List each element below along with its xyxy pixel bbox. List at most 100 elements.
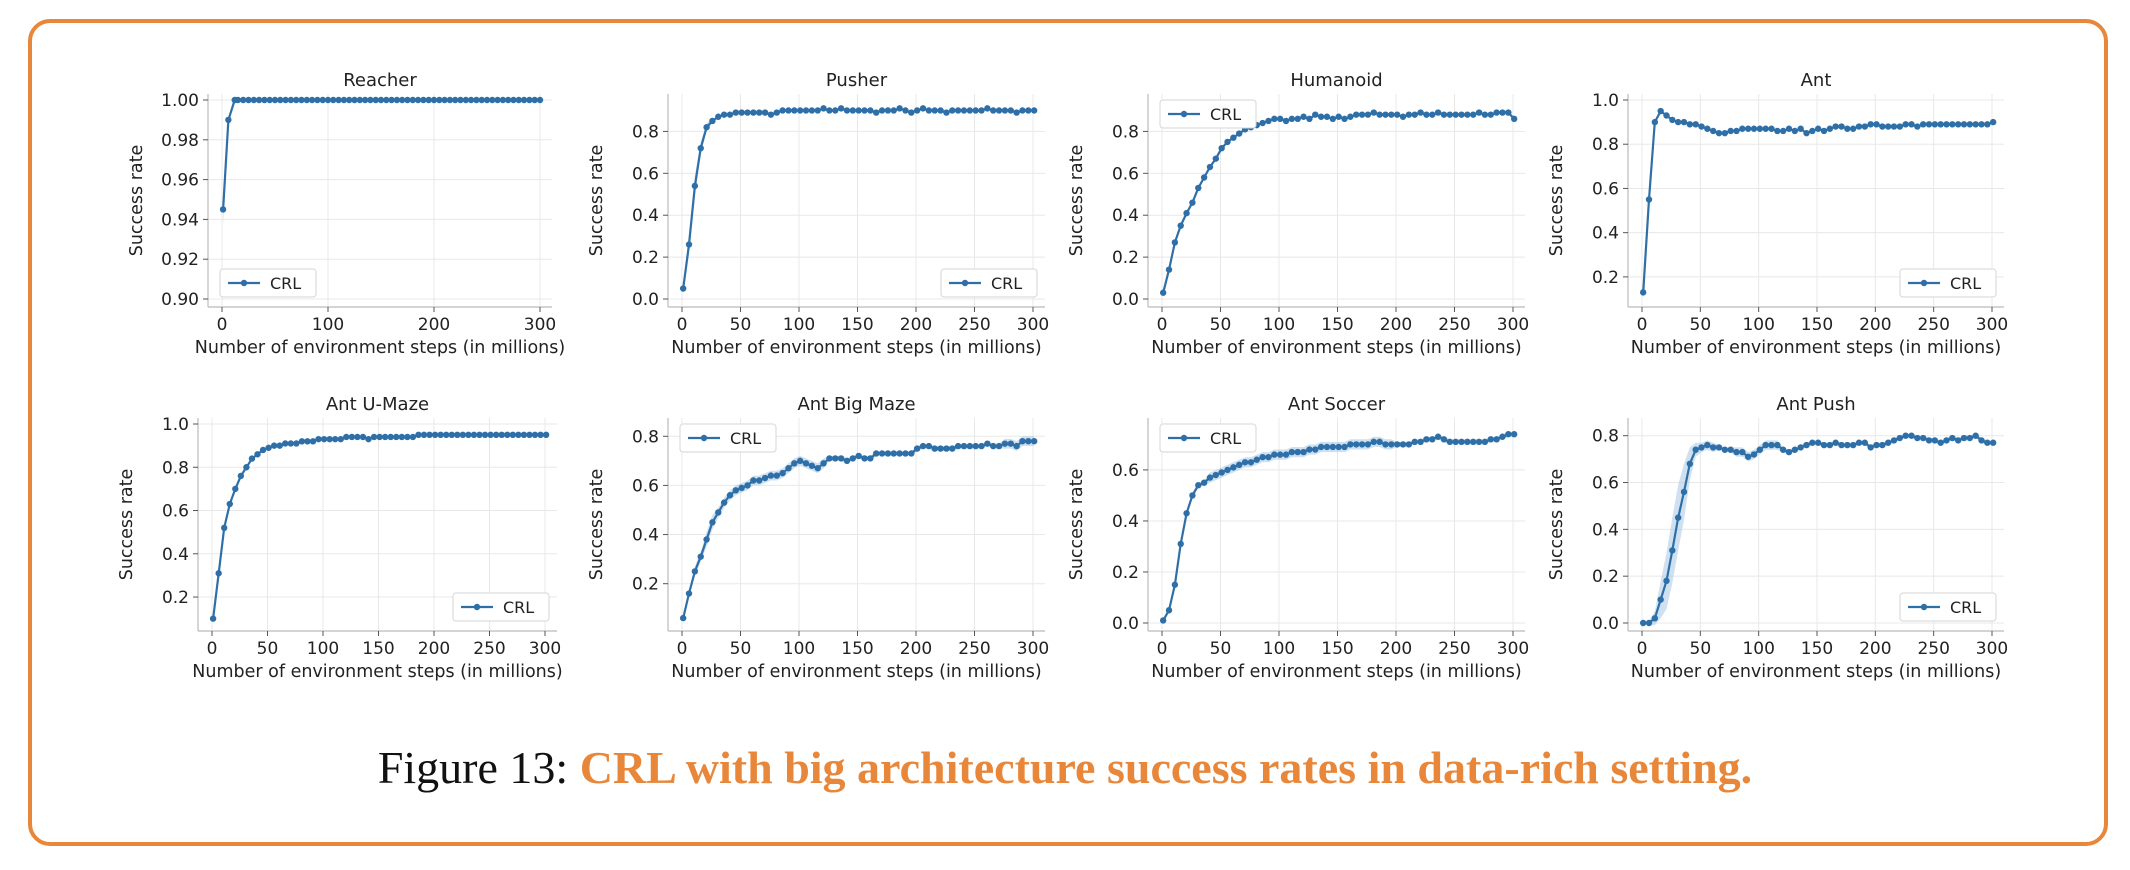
data-point [966,107,974,114]
data-point [520,96,528,104]
data-point [843,107,851,114]
data-point [1639,289,1647,296]
x-tick-label: 300 [524,315,556,335]
y-tick-label: 0.2 [162,588,189,608]
data-point [1464,111,1471,118]
data-point [878,450,886,457]
data-point [1890,437,1898,444]
chart-panel-3: 0 50 100 150 200 250 300 0.0 0.2 0.4 0.6 0.8 Humanoi… [1067,70,1529,358]
y-tick-label: 0.2 [1592,567,1619,587]
data-point [1785,125,1793,132]
legend-label: CRL [991,274,1022,293]
data-point [1294,115,1301,123]
data-point [703,124,710,131]
data-point [896,450,903,457]
legend-marker [1180,434,1188,442]
y-tick-label: 0.4 [1112,512,1139,532]
series-line-crl [1642,109,1994,293]
data-point [849,107,857,114]
legend-box [1159,99,1257,129]
y-tick-label: 0.8 [162,458,189,478]
x-tick-label: 150 [1801,315,1833,335]
data-point [943,445,950,452]
data-point [387,433,394,441]
chart-panel-7: 0 50 100 150 200 250 300 0.0 0.2 0.4 0.6 Ant Soccer… [1067,394,1529,682]
data-point [1680,488,1688,496]
data-point [498,431,505,439]
data-point [1826,125,1834,132]
data-point [441,96,448,104]
data-point [1914,123,1921,130]
legend-box [1899,592,1997,622]
y-tick-label: 0.6 [632,476,659,496]
data-point [1347,441,1354,448]
x-axis-label: Number of environment steps (in millions… [1631,662,2001,682]
data-point [1803,441,1810,449]
data-point [314,96,321,104]
x-tick-label: 250 [1438,639,1470,659]
data-point [1288,448,1296,456]
x-tick-label: 50 [1210,315,1232,335]
y-tick-label: 0.6 [1592,179,1619,199]
series-line-crl [222,98,540,210]
data-point [1358,111,1366,118]
data-point [1271,115,1278,123]
data-point [1686,121,1694,128]
data-point [685,241,693,248]
data-point [878,107,886,114]
x-tick-label: 200 [1859,639,1891,659]
data-point [966,442,974,450]
y-tick-label: 1.0 [162,415,189,435]
data-point [931,445,938,452]
data-point [709,117,716,125]
data-point [954,107,962,114]
y-axis-label: Success rate [117,469,137,581]
x-tick-label: 0 [217,315,228,335]
data-point [1908,432,1915,439]
data-point [1949,121,1956,128]
x-axis-label: Number of environment steps (in millions… [1631,338,2001,358]
data-point [261,96,268,104]
data-point [738,109,745,116]
y-tick-label: 1.00 [161,91,199,111]
data-point [1704,441,1711,449]
data-point [1686,460,1694,467]
data-point [1499,109,1506,116]
chart-panel-6: 0 50 100 150 200 250 300 0.2 0.4 0.6 0.8 Ant Big Ma… [587,394,1049,682]
x-axis-label: Number of environment steps (in millions… [671,662,1041,682]
series-line-crl [682,107,1035,289]
data-point [1276,115,1284,123]
data-point [393,96,401,104]
data-point [726,492,734,499]
y-tick-label: 0.0 [632,290,659,310]
data-point [1867,444,1874,451]
data-point [1452,111,1459,118]
data-point [494,96,501,104]
series-band-crl [1163,431,1515,621]
data-point [1925,121,1933,128]
data-point [1902,121,1909,128]
chart-title: Ant U-Maze [326,394,429,415]
x-tick-label: 50 [1210,639,1232,659]
data-point [767,472,775,479]
x-tick-label: 200 [1380,639,1412,659]
data-point [1669,116,1676,124]
data-point [1966,434,1974,442]
data-point [1001,107,1009,114]
chart-title: Humanoid [1290,70,1382,91]
data-point [515,431,522,439]
data-point [237,472,245,480]
chart-title: Ant [1801,70,1832,91]
data-point [1312,111,1319,118]
data-point [1972,121,1979,128]
legend-box [940,268,1038,298]
y-tick-label: 0.2 [632,248,659,268]
data-point [1639,619,1647,627]
legend-marker [1920,279,1928,287]
x-tick-label: 250 [1438,315,1470,335]
data-point [1692,121,1699,128]
data-point [1954,121,1962,128]
data-point [1715,444,1723,451]
data-point [1692,446,1699,453]
data-point [1429,436,1436,443]
